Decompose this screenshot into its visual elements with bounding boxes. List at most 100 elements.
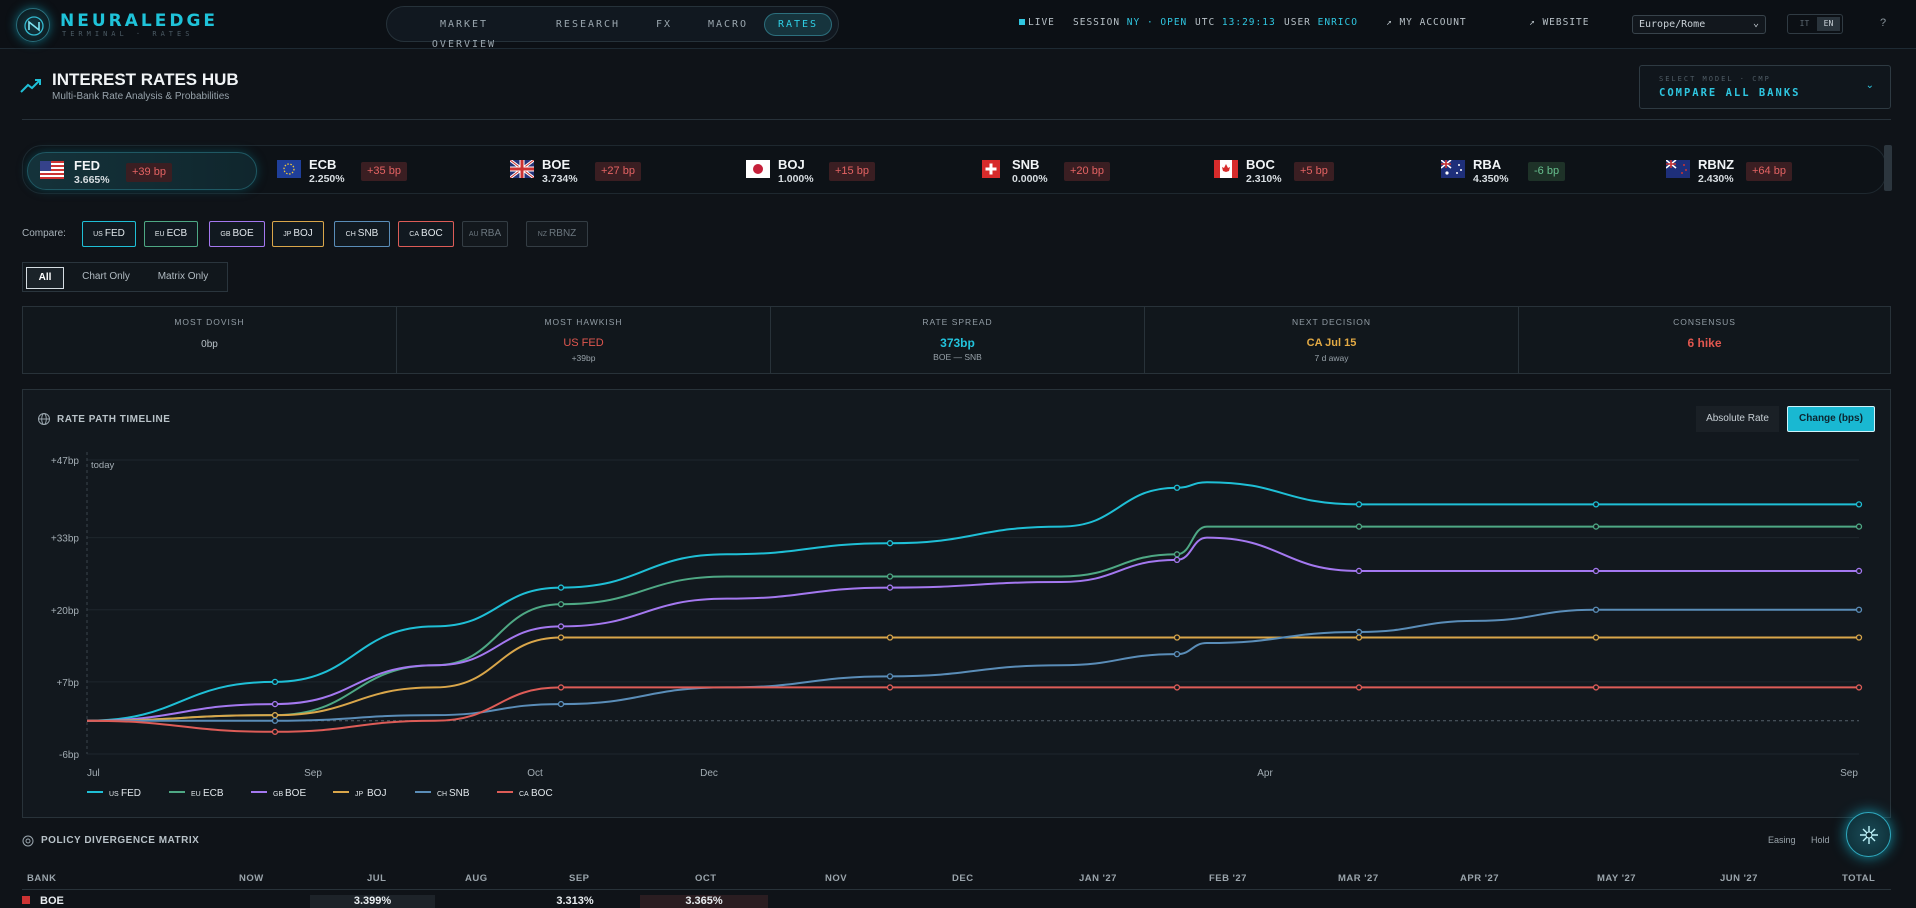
lang-en-button[interactable]: EN — [1817, 17, 1840, 31]
data-point — [1855, 606, 1863, 613]
model-select-label: SELECT MODEL · CMP — [1659, 75, 1771, 83]
data-point — [1173, 551, 1181, 558]
brand-name: NEURALEDGE — [60, 11, 219, 31]
data-point — [1355, 567, 1363, 575]
my-account-link[interactable]: ↗ MY ACCOUNT — [1386, 17, 1467, 28]
matrix-header-sep[interactable]: SEP — [569, 873, 590, 884]
matrix-header-jan-27[interactable]: JAN '27 — [1079, 873, 1117, 884]
model-select[interactable]: SELECT MODEL · CMP COMPARE ALL BANKS ⌄ — [1639, 65, 1891, 109]
bank-card-snb[interactable]: SNB 0.000% +20 bp — [978, 152, 1198, 190]
compare-chip-rba[interactable]: AU RBA — [462, 221, 508, 247]
legend-country-code: CH — [437, 791, 447, 798]
series-line-fed — [86, 481, 1859, 722]
matrix-header-oct[interactable]: OCT — [695, 873, 717, 884]
divider — [22, 119, 1891, 120]
view-toggle: All Chart Only Matrix Only — [22, 262, 228, 292]
data-point — [1173, 684, 1181, 691]
compare-chip-fed[interactable]: US FED — [82, 221, 136, 247]
bank-name: RBNZ — [1698, 157, 1735, 172]
nav-macro[interactable]: MACRO — [707, 19, 749, 30]
x-tick-label: Apr — [1257, 768, 1273, 779]
chip-label: BOE — [232, 228, 254, 239]
data-point — [557, 634, 565, 641]
change-bps-button[interactable]: Change (bps) — [1787, 406, 1875, 432]
strip-scrollbar[interactable] — [1884, 145, 1892, 191]
website-link[interactable]: ↗ WEBSITE — [1529, 17, 1590, 28]
bank-rate: 4.350% — [1473, 173, 1509, 185]
bank-card-rbnz[interactable]: RBNZ 2.430% +64 bp — [1662, 152, 1882, 190]
legend-country-code: JP — [355, 791, 364, 798]
matrix-header-now[interactable]: NOW — [239, 873, 264, 884]
legend-hold: Hold — [1811, 835, 1830, 845]
bank-rate: 3.665% — [74, 174, 110, 186]
bank-card-ecb[interactable]: ECB 2.250% +35 bp — [273, 152, 493, 190]
stat-value: 373bp — [940, 336, 975, 350]
bank-change-badge: +20 bp — [1064, 162, 1110, 181]
matrix-header-jul[interactable]: JUL — [367, 873, 387, 884]
chevron-down-icon: ⌄ — [1752, 18, 1759, 29]
globe-icon — [37, 412, 51, 431]
data-point — [1592, 606, 1600, 613]
absolute-rate-button[interactable]: Absolute Rate — [1696, 406, 1779, 432]
view-chart-only-button[interactable]: Chart Only — [82, 271, 130, 282]
bank-name: RBA — [1473, 157, 1502, 172]
timezone-select[interactable]: Europe/Rome ⌄ — [1632, 15, 1766, 34]
data-point — [1592, 684, 1600, 691]
data-point — [1173, 634, 1181, 641]
matrix-header-nov[interactable]: NOV — [825, 873, 848, 884]
brand-logo[interactable] — [16, 8, 50, 42]
bank-change-badge: +15 bp — [829, 162, 875, 181]
matrix-header-feb-27[interactable]: FEB '27 — [1209, 873, 1247, 884]
matrix-title: POLICY DIVERGENCE MATRIX — [41, 835, 200, 846]
bank-card-boj[interactable]: BOJ 1.000% +15 bp — [742, 152, 962, 190]
view-matrix-only-button[interactable]: Matrix Only — [157, 271, 209, 282]
bank-card-boc[interactable]: BOC 2.310% +5 bp — [1210, 152, 1430, 190]
matrix-header-total[interactable]: TOTAL — [1842, 873, 1876, 884]
legend-label: BOJ — [367, 788, 386, 799]
matrix-header-jun-27[interactable]: JUN '27 — [1720, 873, 1758, 884]
stat-next-decision: NEXT DECISION CA Jul 15 7 d away — [1145, 307, 1519, 373]
view-all-button[interactable]: All — [26, 267, 64, 289]
bank-card-rba[interactable]: RBA 4.350% -6 bp — [1437, 152, 1657, 190]
live-label: LIVE — [1028, 17, 1055, 28]
compare-chip-ecb[interactable]: EU ECB — [144, 221, 198, 247]
country-code: AU — [468, 231, 479, 238]
bank-card-boe[interactable]: BOE 3.734% +27 bp — [506, 152, 726, 190]
matrix-header-dec[interactable]: DEC — [952, 873, 974, 884]
nav-fx[interactable]: FX — [655, 19, 673, 30]
nav-research[interactable]: RESEARCH — [555, 19, 621, 30]
utc-clock: UTC 13:29:13 — [1195, 17, 1276, 28]
nav-market-overview[interactable]: MARKET OVERVIEW — [431, 19, 497, 50]
data-point — [1592, 501, 1600, 508]
nav-rates[interactable]: RATES — [764, 13, 832, 36]
trend-up-icon — [20, 78, 42, 99]
compare-chip-boc[interactable]: CA BOC — [398, 221, 454, 247]
x-tick-label: Sep — [1840, 768, 1858, 779]
bank-rate: 1.000% — [778, 173, 814, 185]
lang-it-button[interactable]: IT — [1799, 19, 1810, 28]
data-point — [1173, 484, 1181, 491]
compare-chip-rbnz[interactable]: NZ RBNZ — [526, 221, 588, 247]
matrix-header-aug[interactable]: AUG — [465, 873, 488, 884]
help-button[interactable]: ? — [1880, 17, 1887, 29]
compare-chip-boe[interactable]: GB BOE — [209, 221, 265, 247]
series-line-ecb — [86, 525, 1859, 722]
matrix-header-mar-27[interactable]: MAR '27 — [1338, 873, 1379, 884]
bank-rate: 2.250% — [309, 173, 345, 185]
assistant-fab-button[interactable] — [1846, 812, 1891, 857]
matrix-header-may-27[interactable]: MAY '27 — [1597, 873, 1637, 884]
stat-label: CONSENSUS — [1673, 317, 1736, 327]
bank-name: FED — [74, 158, 100, 173]
rate-path-chart[interactable]: +47bp +33bp +20bp +7bp -6bp today Jul Sep Oct Dec… — [23, 390, 1890, 817]
chevron-down-icon: ⌄ — [1865, 80, 1874, 91]
compare-chip-snb[interactable]: CH SNB — [334, 221, 390, 247]
compare-chip-boj[interactable]: JP BOJ — [272, 221, 324, 247]
bank-rate: 2.310% — [1246, 173, 1282, 185]
legend-label: ECB — [203, 788, 224, 799]
matrix-header-apr-27[interactable]: APR '27 — [1460, 873, 1500, 884]
bank-card-fed[interactable]: FED 3.665% +39 bp — [27, 152, 257, 190]
series-line-boe — [86, 536, 1859, 722]
chip-label: ECB — [166, 228, 188, 239]
stat-value: 0bp — [201, 339, 218, 350]
data-point — [886, 584, 894, 591]
